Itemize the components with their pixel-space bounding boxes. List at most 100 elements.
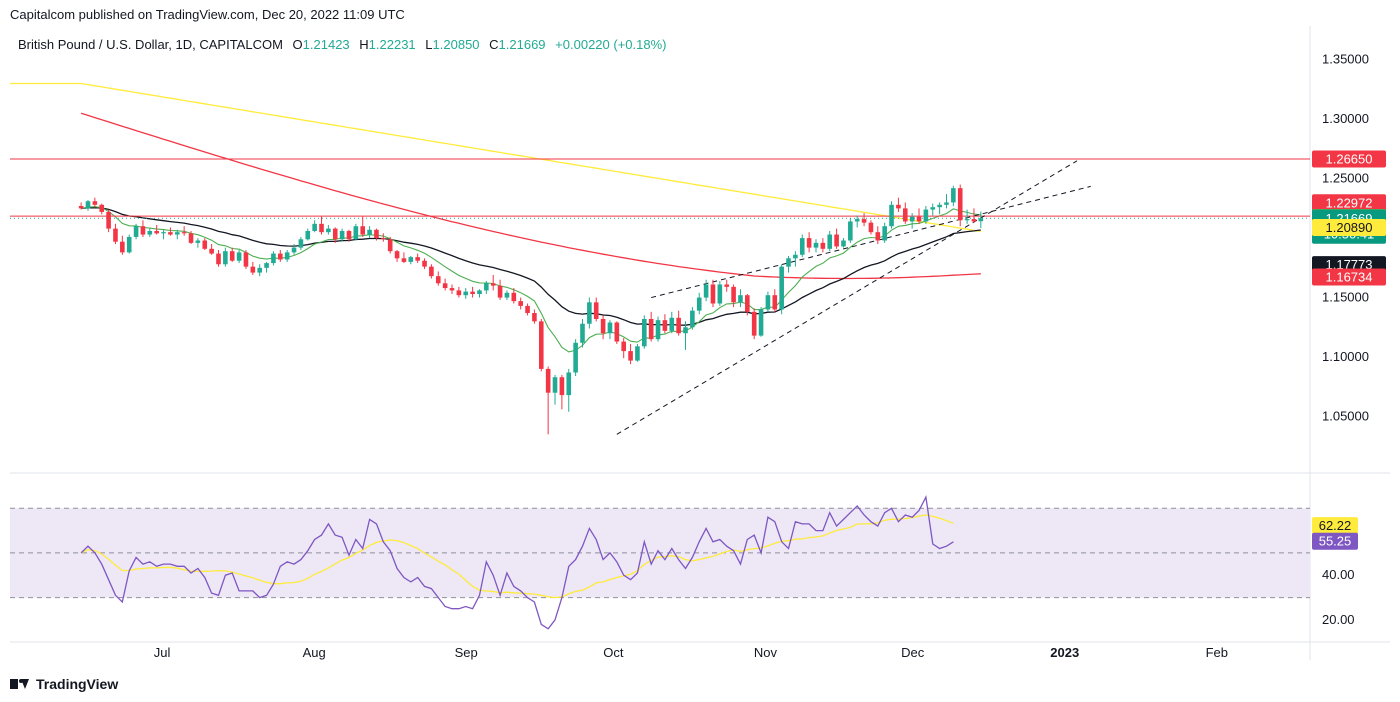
candle-body (696, 297, 702, 311)
candle-body (161, 232, 166, 234)
high-value: 1.22231 (368, 37, 416, 52)
symbol-legend: British Pound / U.S. Dollar, 1D, CAPITAL… (18, 37, 666, 52)
time-tick-label: Jul (154, 645, 171, 660)
time-tick-label: Oct (603, 645, 624, 660)
candle-body (339, 230, 345, 240)
candle-body (861, 219, 867, 223)
candle-body (566, 372, 572, 396)
close-value: 1.21669 (498, 37, 546, 52)
candle-body (745, 295, 750, 312)
candle-body (133, 226, 139, 237)
candle-body (99, 204, 105, 212)
candle-body (600, 318, 606, 334)
candle-body (449, 288, 455, 291)
price-tick-label: 1.25000 (1322, 171, 1369, 186)
candle-body (937, 204, 942, 208)
time-tick-label: Nov (754, 645, 778, 660)
candle-body (923, 209, 929, 222)
tradingview-logo-icon (10, 677, 30, 691)
candle-body (593, 302, 599, 319)
candle-body (250, 266, 256, 273)
low-value: 1.20850 (432, 37, 480, 52)
candle-body (525, 305, 530, 314)
candle-body (271, 253, 276, 264)
candle-body (243, 252, 249, 267)
candle-body (264, 263, 269, 268)
candle-body (484, 283, 489, 291)
candle-body (326, 228, 331, 233)
candle-body (442, 283, 448, 289)
candle-body (415, 257, 420, 261)
candle-body (751, 311, 757, 336)
price-tick-label: 1.10000 (1322, 349, 1369, 364)
candle-body (587, 302, 592, 324)
ema-slow-line (81, 207, 981, 326)
symbol-title: British Pound / U.S. Dollar, 1D, CAPITAL… (18, 37, 283, 52)
candle-body (683, 327, 688, 334)
candle-body (717, 284, 723, 304)
candle-body (429, 266, 434, 277)
low-label: L (425, 37, 433, 52)
sma-long-line (10, 82, 981, 233)
candle-body (614, 322, 620, 342)
candle-body (772, 295, 778, 310)
candle-body (655, 320, 661, 340)
price-badge-label: 1.16734 (1326, 269, 1373, 284)
candle-body (181, 232, 187, 234)
ema-fast-line (80, 206, 981, 353)
candle-body (703, 284, 709, 298)
time-tick-label: 2023 (1050, 645, 1079, 660)
candle-body (731, 286, 736, 303)
rsi-line (80, 495, 954, 630)
candle-body (188, 233, 194, 243)
candle-body (710, 284, 716, 304)
price-badge-label: 1.22972 (1326, 195, 1373, 210)
candle-body (724, 284, 730, 287)
rsi-ma-line (80, 514, 954, 599)
candle-body (896, 204, 901, 209)
candle-body (971, 219, 977, 222)
candle-body (786, 258, 791, 267)
candle-body (374, 229, 379, 239)
price-badge (1312, 268, 1386, 286)
open-value: 1.21423 (302, 37, 350, 52)
candle-body (195, 240, 201, 243)
candle-body (868, 222, 874, 233)
candle-body (793, 254, 798, 259)
candle-body (806, 238, 812, 248)
price-tick-label: 1.30000 (1322, 111, 1369, 126)
candle-body (875, 232, 881, 241)
candle-body (154, 230, 159, 234)
candle-body (490, 283, 496, 286)
candle-body (291, 247, 297, 253)
publisher-line: Capitalcom published on TradingView.com,… (10, 7, 405, 22)
candle-body (106, 211, 111, 229)
candle-body (944, 202, 949, 205)
candle-body (662, 320, 668, 331)
candle-body (978, 218, 984, 222)
candle-body (257, 267, 262, 273)
candle-body (216, 253, 221, 265)
candle-body (202, 240, 208, 249)
candle-body (676, 317, 681, 334)
candle-body (497, 285, 503, 298)
candle-body (463, 291, 469, 296)
candle-body (147, 230, 153, 235)
channel-trendline (616, 160, 1078, 435)
price-tick-label: 1.15000 (1322, 290, 1369, 305)
rsi-badge-label: 62.22 (1319, 518, 1352, 533)
candle-body (85, 201, 91, 209)
time-tick-label: Feb (1206, 645, 1228, 660)
candle-body (278, 253, 283, 260)
price-badge (1312, 194, 1386, 212)
candle-body (957, 188, 963, 221)
candle-body (532, 313, 537, 322)
footer-brand-text: TradingView (36, 676, 119, 692)
candle-body (456, 290, 462, 296)
candle-body (168, 232, 173, 235)
candle-body (834, 234, 839, 247)
rsi-badge (1312, 517, 1358, 535)
candle-body (854, 219, 860, 222)
candle-body (332, 228, 338, 240)
